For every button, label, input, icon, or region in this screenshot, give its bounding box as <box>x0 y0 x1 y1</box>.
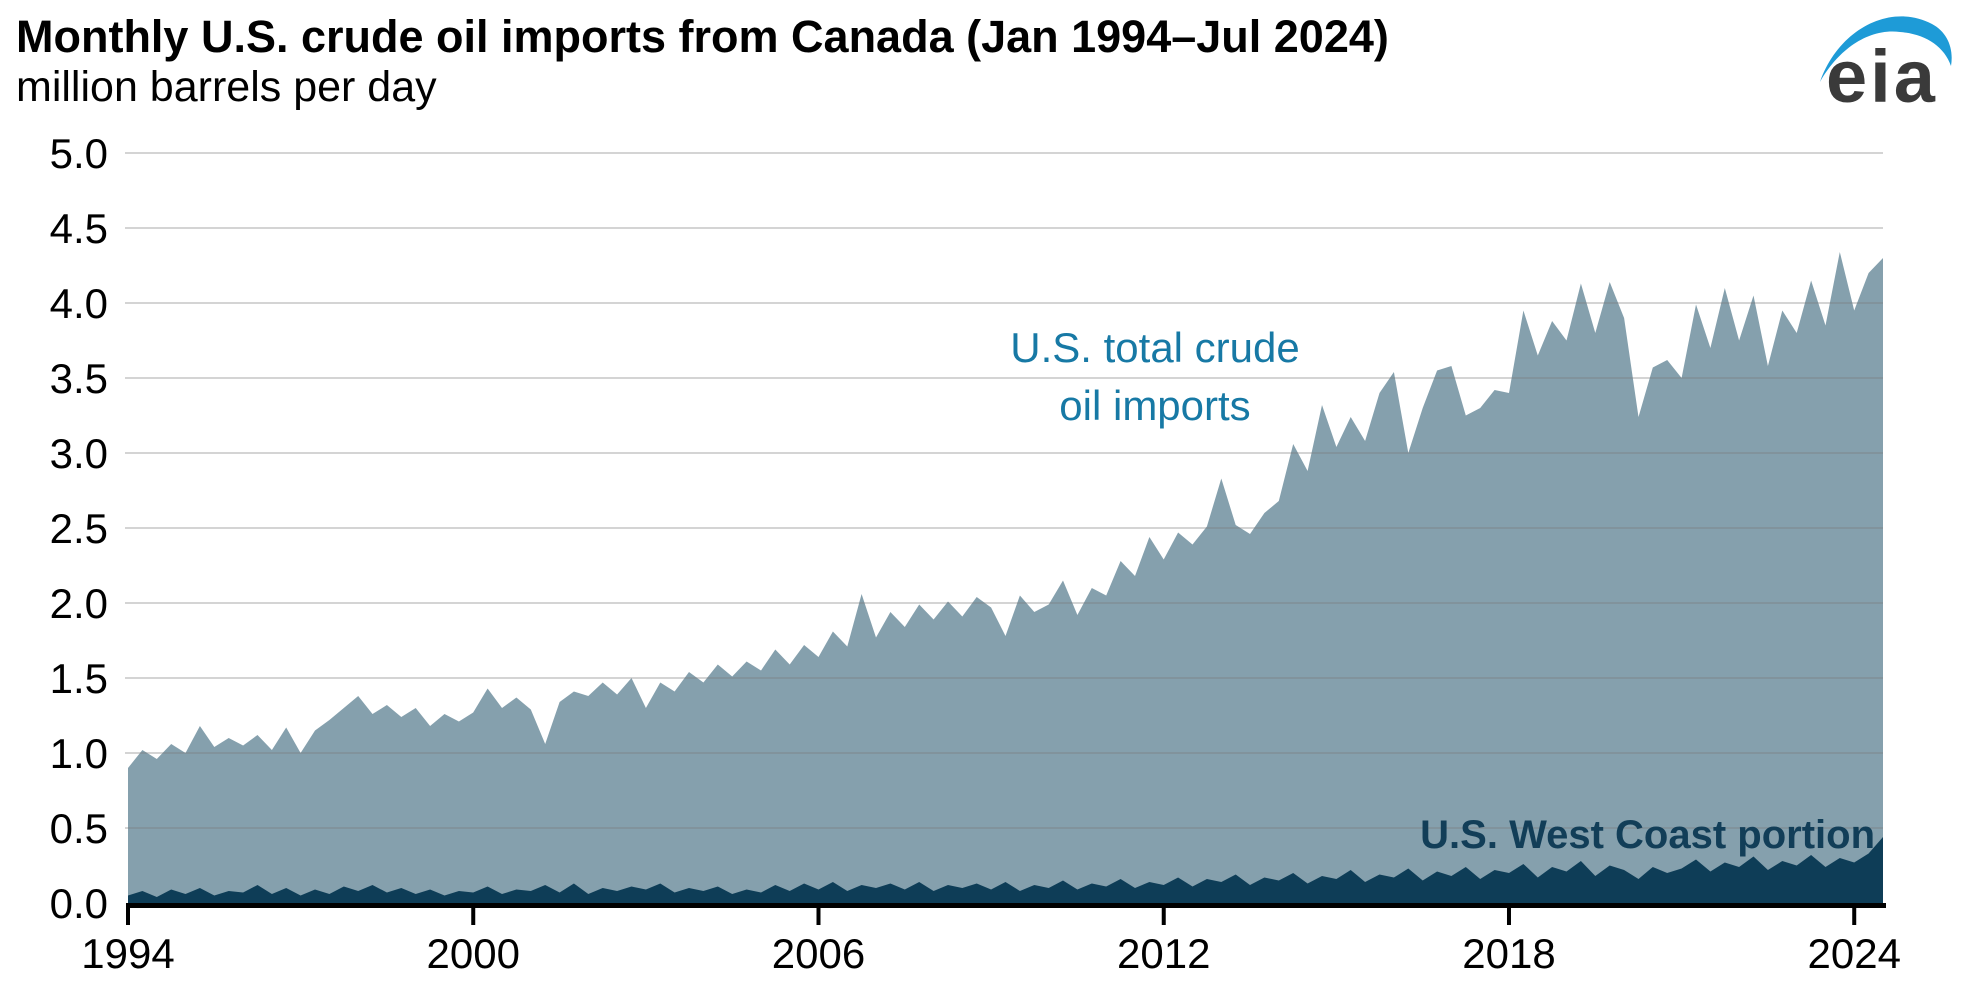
eia-logo-text: eia <box>1826 35 1938 118</box>
x-axis-label-2012: 2012 <box>1117 930 1210 977</box>
west-coast-area <box>128 837 1883 903</box>
y-axis-label-4.0: 4.0 <box>50 280 108 327</box>
x-axis-label-2024: 2024 <box>1808 930 1901 977</box>
x-axis-tick-1994 <box>126 903 130 925</box>
y-axis-label-5.0: 5.0 <box>50 130 108 177</box>
y-axis-label-2.5: 2.5 <box>50 505 108 552</box>
y-axis-label-0.0: 0.0 <box>50 880 108 927</box>
y-axis-label-0.5: 0.5 <box>50 805 108 852</box>
x-axis-tick-2012 <box>1161 903 1166 925</box>
eia-swoosh-icon <box>1820 16 1952 82</box>
x-axis-tick-2000 <box>471 903 476 925</box>
x-axis-label-1994: 1994 <box>81 930 174 977</box>
total-imports-label-line1: U.S. total crude <box>1010 324 1299 371</box>
grid-layer <box>125 152 1883 829</box>
x-axis-label-2006: 2006 <box>772 930 865 977</box>
y-axis-label-1.0: 1.0 <box>50 730 108 777</box>
x-axis-tick-2018 <box>1506 903 1511 925</box>
series-layer <box>128 252 1883 903</box>
y-axis-label-3.0: 3.0 <box>50 430 108 477</box>
x-axis-label-2018: 2018 <box>1462 930 1555 977</box>
y-axis-label-4.5: 4.5 <box>50 205 108 252</box>
total-imports-label-line2: oil imports <box>1059 382 1250 429</box>
x-axis-tick-2024 <box>1852 903 1857 925</box>
y-axis-label-2.0: 2.0 <box>50 580 108 627</box>
eia-logo: eia <box>1820 16 1952 118</box>
total-imports-area <box>128 252 1883 903</box>
y-axis-label-1.5: 1.5 <box>50 655 108 702</box>
x-axis-tick-2006 <box>816 903 821 925</box>
y-axis-label-3.5: 3.5 <box>50 355 108 402</box>
west-coast-label: U.S. West Coast portion <box>1420 813 1875 857</box>
x-axis-line <box>128 903 1886 908</box>
page-subtitle: million barrels per day <box>16 63 437 111</box>
page-title: Monthly U.S. crude oil imports from Cana… <box>16 11 1389 62</box>
x-axis-label-2000: 2000 <box>427 930 520 977</box>
